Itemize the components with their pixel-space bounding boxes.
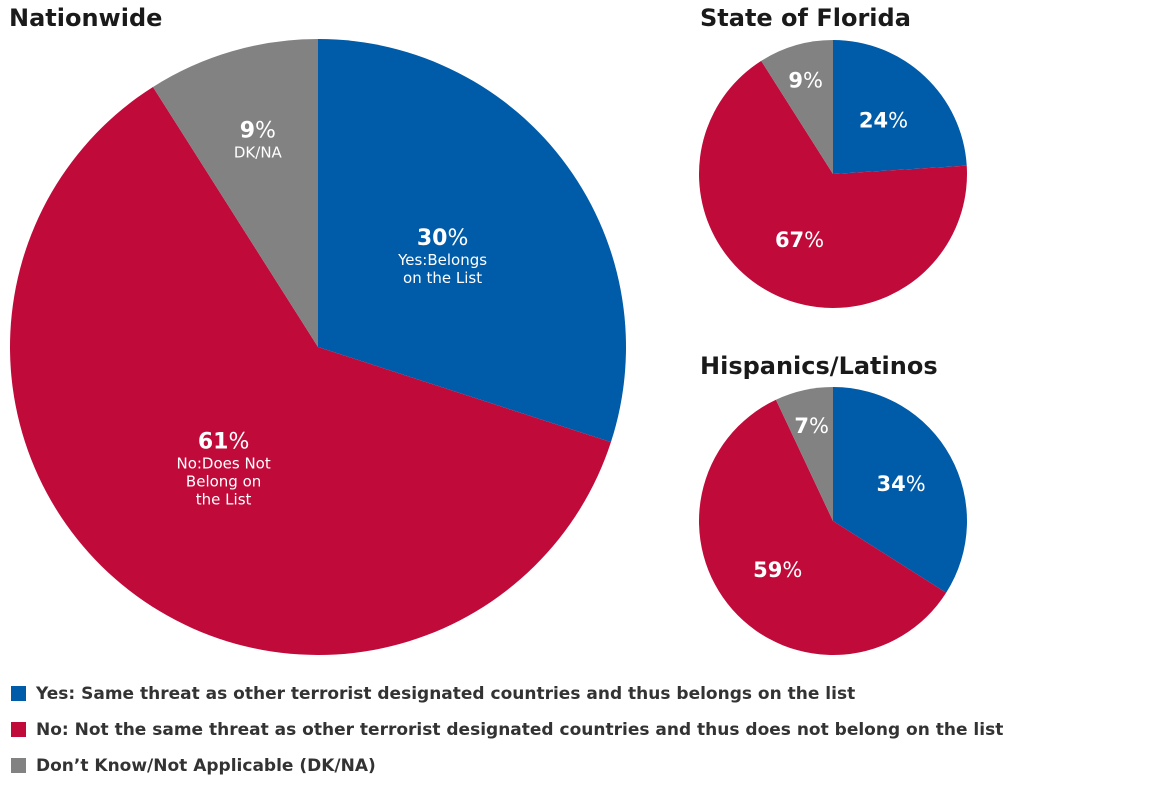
legend-label-yes: Yes: Same threat as other terrorist desi…	[36, 684, 856, 704]
pie-slice-hispanics-dk	[775, 387, 833, 521]
slice-description-nationwide-dk: DK/NA	[234, 144, 283, 162]
pie-slice-hispanics-no	[699, 399, 947, 655]
pie-slice-nationwide-no	[9, 86, 611, 655]
pie-florida: 24% 67% 9%	[698, 40, 967, 308]
pie-slice-nationwide-dk	[152, 39, 318, 347]
pie-hispanics: 34% 59% 7%	[699, 387, 967, 655]
chart-title-nationwide: Nationwide	[9, 4, 163, 32]
data-label-hispanics-dk: 7%	[794, 414, 829, 438]
legend-swatch-dk	[11, 758, 26, 773]
pie-slice-florida-dk	[761, 40, 833, 174]
legend-label-dk: Don’t Know/Not Applicable (DK/NA)	[36, 756, 376, 776]
pie-slice-nationwide-yes	[318, 39, 626, 443]
legend-label-no: No: Not the same threat as other terrori…	[36, 720, 1004, 740]
slice-description-nationwide-no: the List	[196, 490, 252, 508]
data-label-hispanics-no: 59%	[753, 558, 802, 582]
legend-swatch-no	[11, 722, 26, 737]
slice-description-nationwide-no: Belong on	[186, 472, 261, 490]
legend-swatch-yes	[11, 686, 26, 701]
data-label-nationwide-dk: 9%	[240, 119, 276, 144]
chart-title-hispanics: Hispanics/Latinos	[700, 352, 938, 380]
slice-description-nationwide-yes: on the List	[403, 269, 482, 287]
pie-slice-hispanics-yes	[833, 387, 967, 593]
data-label-nationwide-no: 61%	[198, 429, 250, 454]
data-label-florida-no: 67%	[775, 228, 824, 252]
data-label-florida-yes: 24%	[859, 109, 908, 133]
slice-description-nationwide-no: No:Does Not	[176, 454, 270, 472]
data-label-hispanics-yes: 34%	[877, 472, 926, 496]
slice-description-nationwide-yes: Yes:Belongs	[397, 251, 487, 269]
chart-title-florida: State of Florida	[700, 4, 911, 32]
data-label-nationwide-yes: 30%	[417, 226, 469, 251]
pie-slice-florida-yes	[833, 40, 967, 174]
pie-slice-florida-no	[698, 60, 967, 308]
data-label-florida-dk: 9%	[788, 68, 823, 92]
